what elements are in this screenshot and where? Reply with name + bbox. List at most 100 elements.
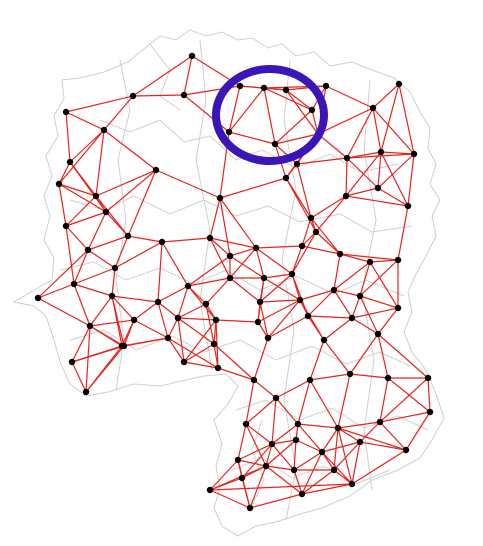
network-edge [245,423,267,467]
network-edge [229,277,261,303]
network-edge [333,441,361,471]
network-node [410,150,418,158]
network-node [268,440,276,448]
network-edge [127,169,157,237]
network-node [236,82,244,90]
network-nodes [34,52,434,512]
network-node [330,286,338,294]
network-edge [346,153,415,159]
network-node [424,374,432,382]
network-edge [241,443,273,479]
network-edge [263,273,293,279]
network-node [376,418,384,426]
network-node [296,296,304,304]
network-edge [183,55,193,96]
network-edge [209,465,267,491]
network-node [226,252,234,260]
network-edge [359,441,407,451]
network-edge [58,183,107,213]
network-edge [228,87,265,133]
network-edge [71,345,125,363]
network-node [282,86,290,94]
network-edge [285,89,313,111]
network-node [366,258,374,266]
network-node [394,256,402,264]
network-edge [209,459,239,491]
network-node [402,446,410,454]
network-edge [372,107,415,155]
network-edge [337,427,361,443]
network-node [154,298,162,306]
network-edge [377,307,399,335]
network-edge [121,337,169,347]
network-edge [379,421,407,451]
network-node [188,52,196,60]
network-node [394,304,402,312]
network-edge [65,225,75,285]
network-node [108,292,116,300]
network-edge [427,377,431,413]
network-node [216,194,224,202]
network-edge [73,283,113,297]
network-edge [177,317,185,363]
outer-boundary [12,29,445,537]
network-node [264,334,272,342]
network-node [129,92,137,100]
network-edge [263,87,313,111]
network-edge [333,289,361,297]
network-edge [167,337,185,363]
network-node [100,126,108,134]
network-node [304,312,312,320]
network-node [336,250,344,258]
network-node [260,274,268,282]
network-edge [187,255,231,287]
network-node [298,242,306,250]
network-edge [255,245,303,249]
network-edge [379,377,389,423]
network-edge [65,111,105,131]
network-edge [133,319,169,339]
network-edge [249,465,267,509]
network-edge [219,197,231,257]
network-node [250,376,258,384]
network-node [256,298,264,306]
network-edge [89,319,135,327]
network-edge [317,133,348,159]
network-edge [293,469,303,495]
network-node [260,84,268,92]
network-edge [323,339,351,375]
network-edge [217,367,255,381]
network-edge [351,317,379,335]
network-edge [37,283,75,299]
network-edge [209,197,221,239]
network-edge [285,177,317,233]
network-edge [219,177,287,199]
network-node [246,504,254,512]
network-edge [380,151,415,155]
network-node [374,184,382,192]
network-edge [359,259,399,297]
network-node [152,166,160,174]
network-node [308,106,316,114]
network-edge [325,85,374,109]
network-node [180,358,188,366]
network-edge [359,295,379,335]
network-edge [73,267,116,285]
network-node [238,474,246,482]
network-edge [167,337,219,369]
network-edge [351,295,361,319]
network-node [356,292,364,300]
network-node [242,420,250,428]
network-edge [58,183,97,197]
network-edge [155,169,221,199]
network-edge [209,237,231,257]
network-edge [111,295,123,347]
network-node [290,466,298,474]
network-edge [345,195,409,207]
network-node [330,466,338,474]
network-edge [187,285,217,321]
network-edge [315,231,341,255]
network-edge [265,439,297,467]
network-edge [351,449,407,485]
network-node [292,436,300,444]
